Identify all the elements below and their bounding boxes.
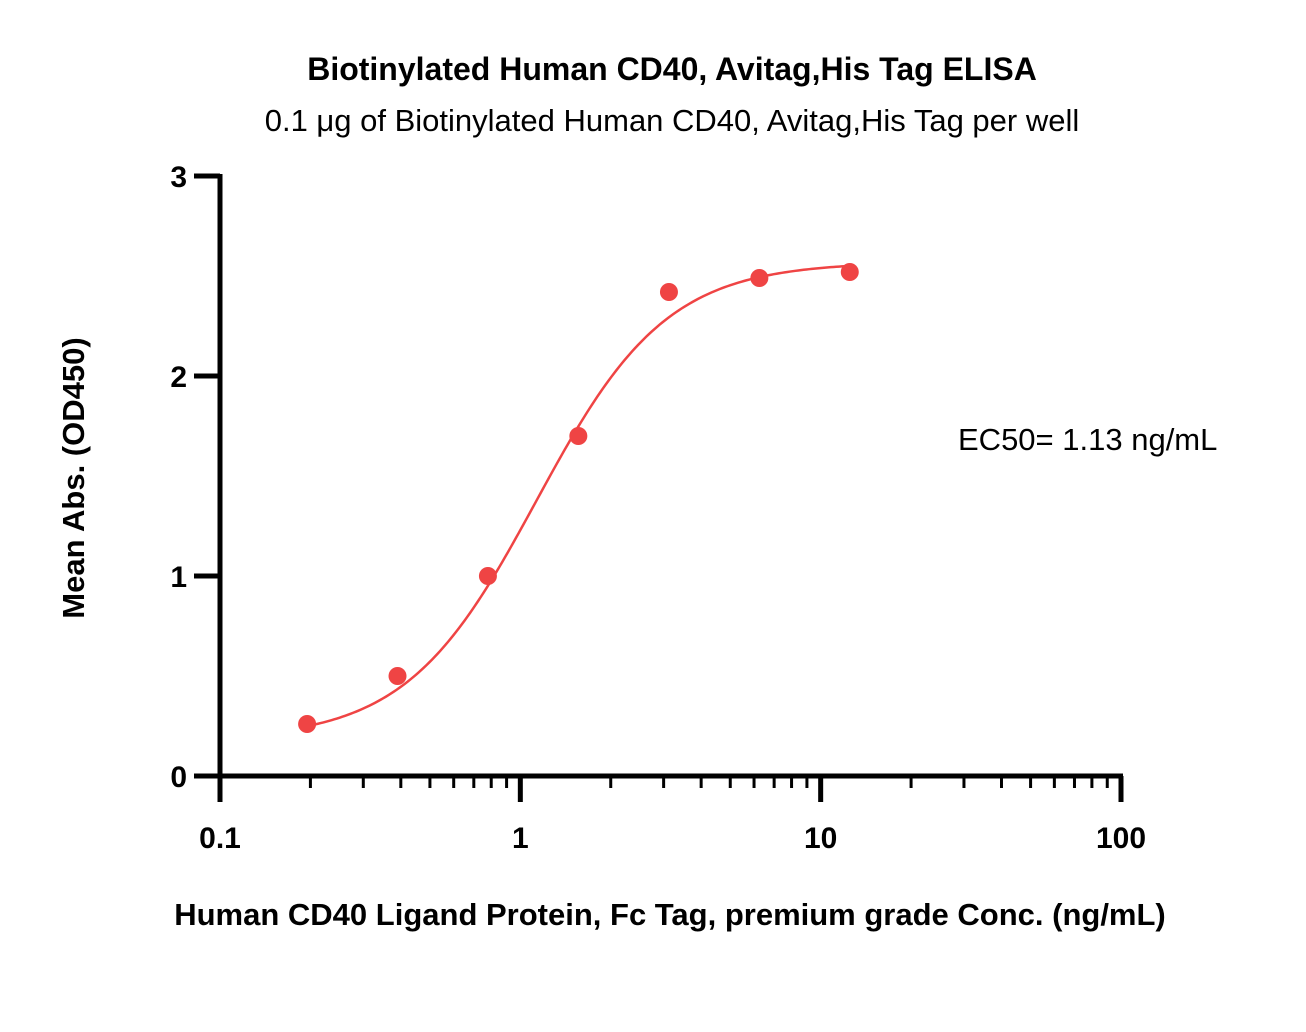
data-point: [298, 715, 317, 733]
fit-curve-layer: [306, 264, 850, 728]
data-points-layer: [298, 263, 859, 733]
axes: 0 1 2 3 0.1 1 10 100: [170, 161, 1146, 855]
x-tick-label: 1: [512, 822, 529, 855]
x-tick-label: 10: [804, 822, 837, 855]
ec50-annotation: EC50= 1.13 ng/mL: [958, 422, 1217, 457]
y-tick-label: 0: [170, 761, 187, 794]
y-axis-label: Mean Abs. (OD450): [56, 337, 91, 618]
data-point: [478, 567, 497, 585]
y-tick-label: 1: [170, 561, 187, 594]
chart-title: Biotinylated Human CD40, Avitag,His Tag …: [307, 51, 1037, 87]
x-tick-label: 100: [1096, 822, 1146, 855]
x-axis-label: Human CD40 Ligand Protein, Fc Tag, premi…: [174, 897, 1166, 932]
chart-subtitle: 0.1 μg of Biotinylated Human CD40, Avita…: [265, 103, 1080, 138]
y-tick-label: 2: [170, 361, 187, 394]
x-tick-label: 0.1: [199, 822, 241, 855]
data-point: [750, 269, 769, 287]
data-point: [388, 667, 407, 685]
y-tick-label: 3: [170, 161, 187, 194]
data-point: [659, 283, 678, 301]
fit-curve: [306, 264, 850, 728]
data-point: [569, 427, 588, 445]
data-point: [840, 263, 859, 281]
